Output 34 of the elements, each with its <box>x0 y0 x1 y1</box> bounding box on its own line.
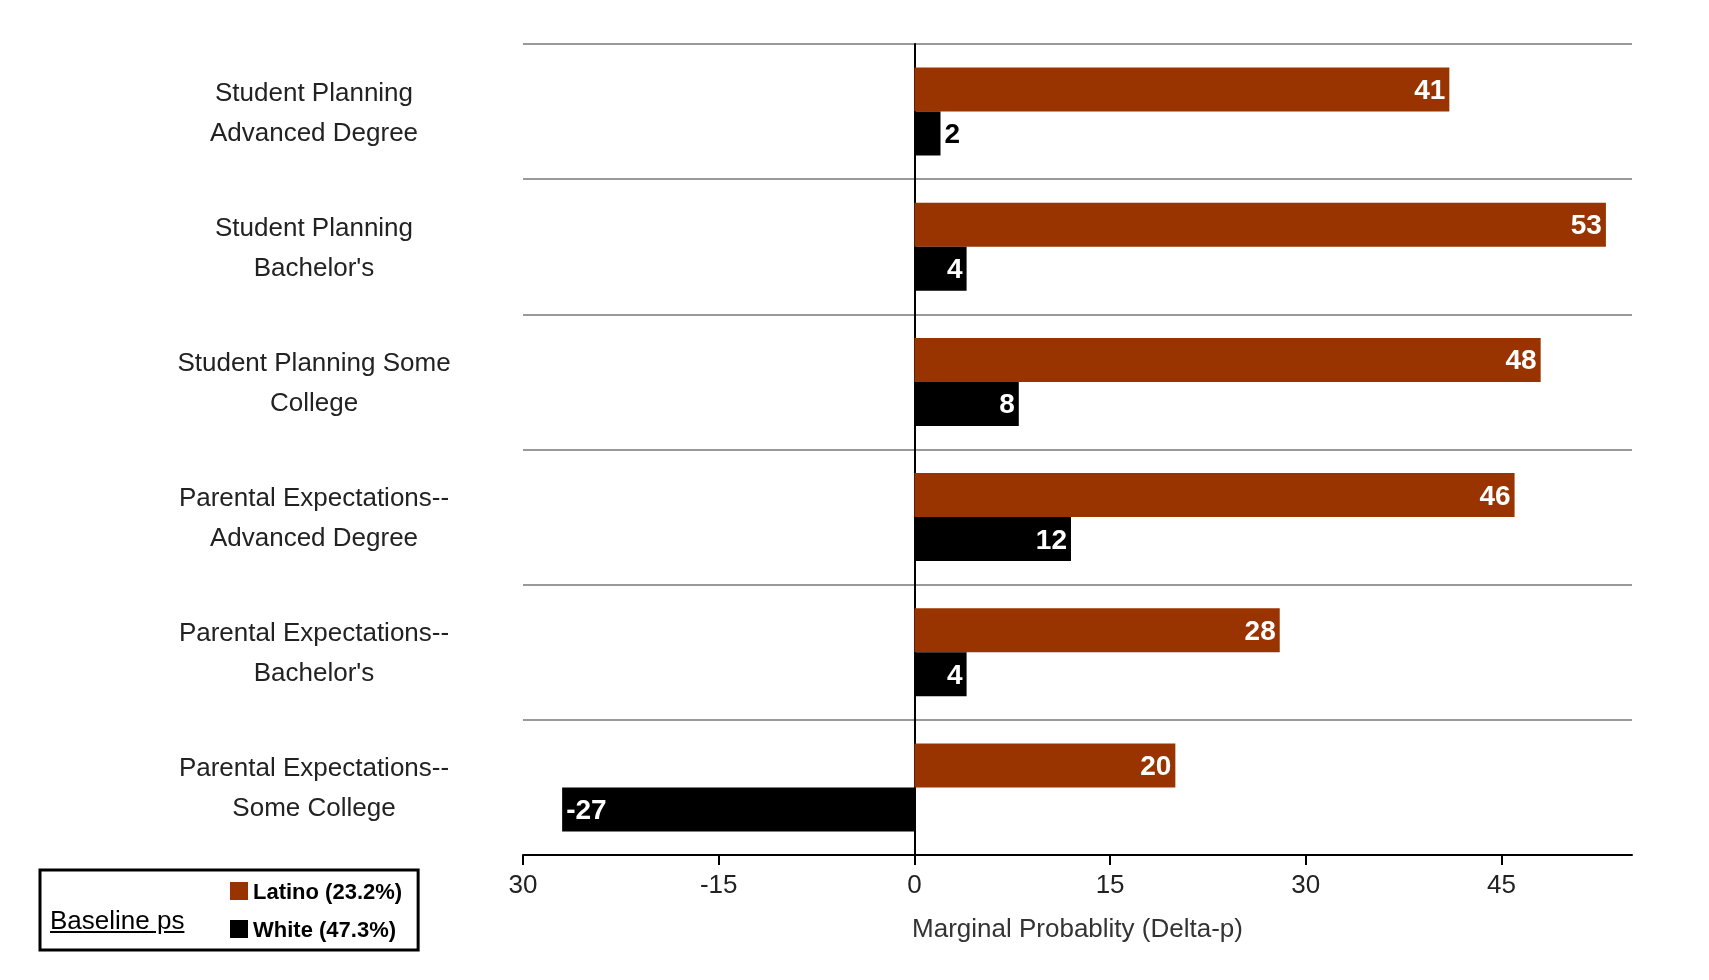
bar <box>914 337 1541 382</box>
data-label: 41 <box>1414 74 1446 106</box>
bar <box>914 608 1280 653</box>
legend-title: Baseline ps <box>50 905 185 936</box>
data-label: 28 <box>1244 614 1276 646</box>
data-label: 12 <box>1035 523 1067 555</box>
bar <box>914 67 1450 112</box>
data-label: 46 <box>1479 479 1511 511</box>
data-label: 2 <box>944 118 961 150</box>
x-axis-title: Marginal Probablity (Delta-p) <box>912 913 1243 943</box>
data-label: 53 <box>1570 209 1602 241</box>
data-label: -27 <box>566 793 607 825</box>
y-tick-label: Parental Expectations--Advanced Degree <box>178 482 450 553</box>
x-tick-label: 45 <box>1487 869 1516 899</box>
y-tick-label: Parental Expectations--Bachelor's <box>178 617 450 688</box>
bar <box>914 743 1176 788</box>
x-tick-label: 30 <box>1291 869 1321 899</box>
data-label: 8 <box>999 388 1015 420</box>
data-label: 4 <box>947 658 964 690</box>
y-tick-label: Student Planning Some College <box>177 346 451 417</box>
x-tick-label: 30 <box>508 869 538 899</box>
data-label: 4 <box>947 253 964 285</box>
data-label: 48 <box>1505 344 1537 376</box>
y-tick-label: Student Planning Advanced Degree <box>209 76 419 147</box>
x-tick-label: -15 <box>699 869 738 899</box>
bar <box>914 202 1606 247</box>
bar <box>914 473 1515 518</box>
y-tick-label: Student Planning Bachelor's <box>214 211 414 282</box>
legend-label: Latino (23.2%) <box>253 878 403 904</box>
y-tick-label: Parental Expectations--Some College <box>178 752 450 823</box>
x-tick-label: 0 <box>907 869 922 899</box>
x-tick-label: 15 <box>1095 869 1125 899</box>
data-label: 20 <box>1140 749 1172 781</box>
legend-label: White (47.3%) <box>253 916 397 942</box>
